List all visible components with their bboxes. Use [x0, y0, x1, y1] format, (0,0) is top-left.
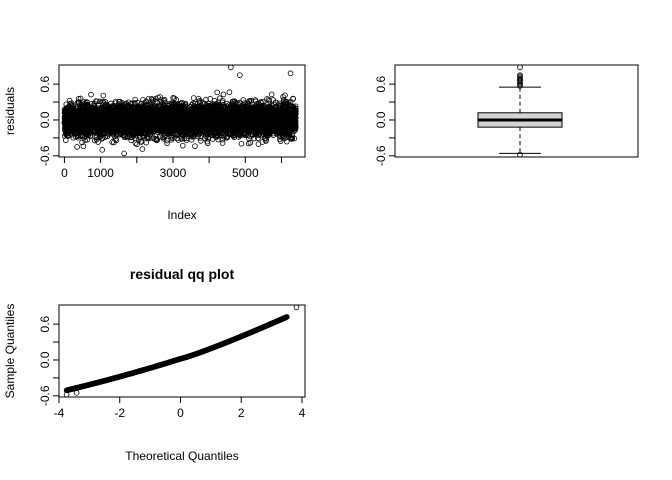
- data-point: [97, 98, 103, 105]
- data-point: [240, 97, 247, 103]
- data-point: [150, 97, 156, 103]
- data-point: [113, 137, 120, 144]
- data-point: [82, 137, 88, 144]
- data-point: [197, 138, 204, 144]
- data-point: [146, 135, 152, 142]
- data-point: [74, 144, 80, 150]
- data-point: [139, 146, 146, 152]
- data-point: [214, 89, 221, 96]
- data-point: [157, 94, 163, 100]
- data-point: [190, 95, 197, 101]
- data-point: [192, 143, 198, 149]
- data-point: [62, 137, 69, 144]
- data-point: [226, 89, 233, 96]
- data-point: [154, 131, 160, 138]
- data-point: [140, 96, 146, 103]
- data-point: [180, 142, 186, 149]
- data-point: [220, 91, 227, 98]
- data-point: [88, 91, 94, 98]
- data-point: [99, 147, 106, 153]
- data-point: [94, 98, 100, 105]
- data-point: [100, 92, 107, 99]
- data-point: [219, 140, 226, 146]
- data-points: [61, 64, 299, 157]
- data-point: [148, 96, 155, 102]
- data-point: [77, 95, 84, 102]
- data-point: [153, 137, 160, 144]
- data-point: [80, 143, 87, 150]
- data-point: [238, 140, 245, 147]
